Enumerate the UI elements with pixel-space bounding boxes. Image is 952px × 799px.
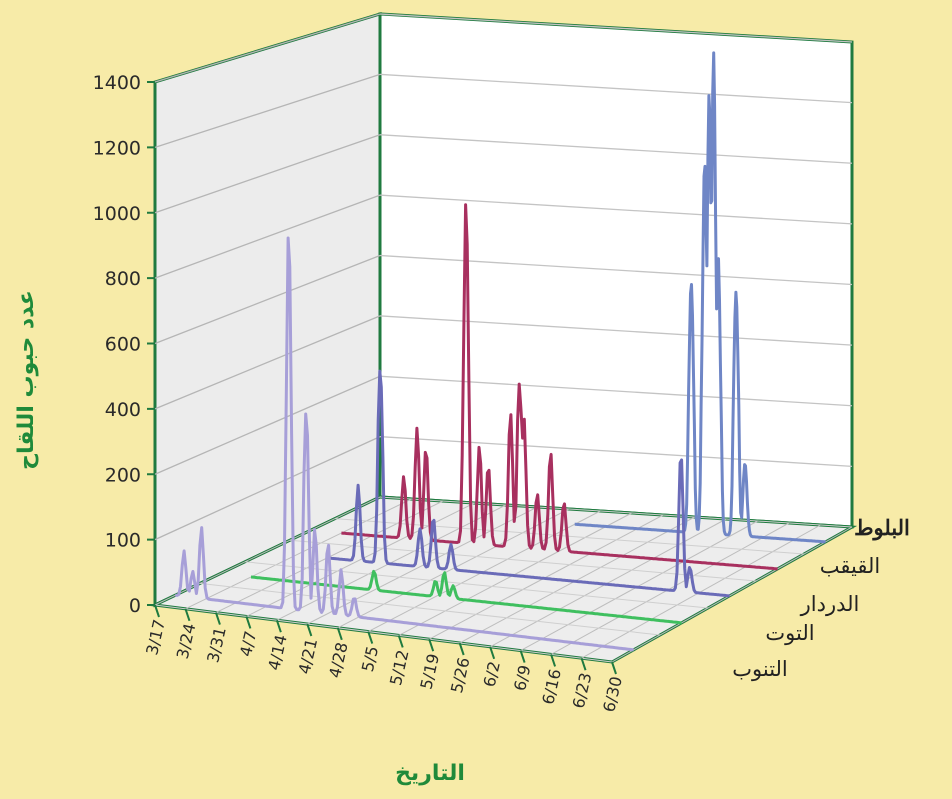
x-tick-label: 4/21 [295,637,322,676]
gridlines [154,13,853,541]
x-tick-mark [397,635,404,648]
gridline-left [154,134,381,214]
floor-grid [154,496,853,663]
series-line [250,569,682,625]
x-tick-label: 4/28 [325,640,352,679]
series-labels: البلوط القيقب الدردار التوت التنوب [732,515,910,682]
y-tick-label: 100 [105,530,141,552]
y-tick-label: 1000 [93,203,141,225]
x-tick-label: 6/30 [599,675,626,714]
y-tick-label: 800 [105,268,141,290]
gridline-left [154,194,381,279]
y-tick-label: 1200 [93,137,141,159]
x-tick-mark [154,604,160,618]
x-tick-mark [458,642,465,656]
floor-gridline-x [154,496,381,606]
y-tick-label: 1400 [93,72,141,94]
x-tick-mark [580,657,587,671]
series-label: التوت [765,621,814,646]
y-tick-label: 0 [129,595,141,617]
gridline-left [154,315,381,410]
y-axis-title: عدد حبوب اللقاح [14,290,39,470]
series-label: القيقب [820,554,880,578]
x-tick-label: 3/31 [203,625,230,664]
x-axis-title: التاريخ [395,761,465,786]
y-tick-label: 400 [105,399,141,421]
floor-gridline-depth [379,496,853,528]
gridline-back [379,254,853,286]
x-tick-mark [550,654,557,667]
floor-gridline-depth [199,582,661,636]
x-tick-mark [275,619,282,633]
x-tick-label: 5/12 [386,648,413,687]
y-axis-ticks: 0 100 200 400 600 800 1000 1200 1400 [93,72,155,617]
x-tick-label: 3/24 [173,621,200,660]
x-tick-mark [336,627,343,641]
gridline-left [154,13,381,83]
series-layer [175,51,827,652]
gridline-left [154,375,381,475]
x-tick-label: 6/16 [538,667,565,706]
gridline-back [379,194,853,225]
floor-gridline-depth [289,539,757,582]
floor-gridline-x [550,522,790,655]
x-tick-mark [519,650,526,663]
gridline-back [379,134,853,164]
floor-gridline-depth [244,561,709,609]
gridline-back [379,315,853,346]
x-tick-mark [489,646,496,660]
x-tick-mark [306,623,313,637]
series-line [341,203,778,571]
x-tick-label: 6/2 [480,659,504,688]
x-tick-mark [611,661,617,675]
series-label: البلوط [854,515,910,541]
floor-gridline-x [337,508,570,629]
x-tick-label: 5/19 [417,652,444,691]
x-tick-label: 5/26 [447,656,474,695]
gridline-left [154,254,381,345]
x-tick-label: 5/5 [358,644,382,673]
x-tick-label: 3/17 [142,618,169,657]
x-axis-ticks: 3/17 3/24 3/31 4/7 4/14 4/21 4/28 5/5 5/12 5/19 5/… [142,604,626,714]
series-line [175,236,634,652]
x-tick-label: 4/7 [236,629,260,658]
x-tick-label: 4/14 [264,633,291,672]
floor-gridline-x [185,498,412,610]
floor-gridline-depth [154,604,613,663]
x-tick-mark [214,612,221,625]
series-label: التنوب [732,657,788,682]
x-tick-mark [245,616,252,629]
gridline-back [379,73,853,104]
gridline-back [379,435,853,468]
series-line [327,369,730,598]
x-tick-mark [184,608,191,622]
gridline-left [154,436,381,541]
y-tick-label: 200 [105,464,141,486]
series-label: الدردار [800,592,860,617]
y-tick-label: 600 [105,334,141,356]
gridline-back [379,375,853,407]
x-tick-mark [367,631,374,644]
x-tick-mark [428,638,435,652]
gridline-left [154,73,381,148]
series-line [574,51,827,544]
x-tick-label: 6/23 [569,671,596,710]
x-tick-label: 6/9 [510,663,534,692]
floor-gridline-x [581,524,821,659]
gridline-back [379,13,853,43]
floor-gridline-x [611,526,853,663]
